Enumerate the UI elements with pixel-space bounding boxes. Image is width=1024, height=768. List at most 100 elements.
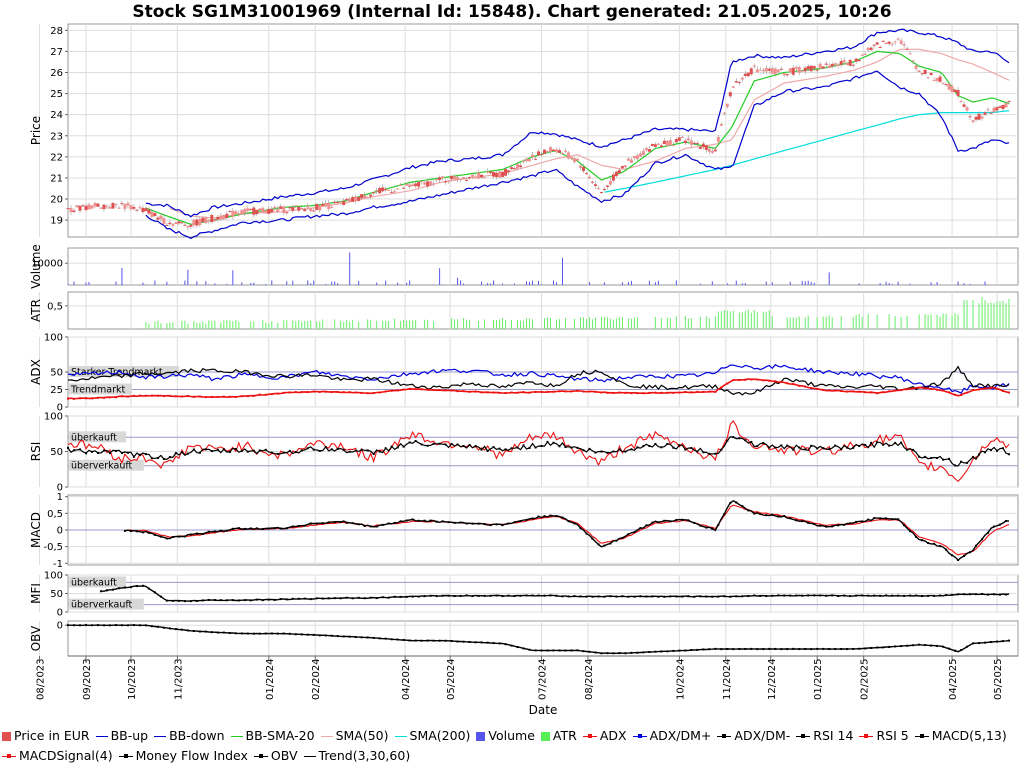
adx-line-marker [486, 391, 489, 394]
mfi-line-marker [987, 593, 990, 596]
adx-line-marker [288, 391, 291, 394]
macd-line-marker [231, 527, 234, 530]
price-candle [351, 197, 355, 202]
adx-line-marker [96, 396, 99, 399]
mfi-line-marker [519, 594, 522, 597]
adx-line-marker [312, 390, 315, 393]
price-candle [653, 144, 657, 147]
macd-line-markers [123, 501, 1008, 562]
price-candle [147, 209, 151, 214]
rsi14-line-marker [972, 455, 975, 458]
rsi14-line-marker [120, 452, 123, 455]
legend-swatch [540, 732, 550, 741]
obv-line-marker [948, 647, 951, 650]
legend-item: BB-SMA-20 [230, 726, 315, 746]
price-candle [411, 184, 415, 187]
mfi-line-marker [393, 595, 396, 598]
obv-line-marker [984, 641, 987, 644]
adx-line-marker [294, 391, 297, 394]
price-candle [908, 53, 912, 55]
adx-line-marker [444, 389, 447, 392]
rsi14-line-marker [306, 447, 309, 450]
rsi14-line-marker [342, 448, 345, 451]
adx-line-marker [714, 390, 717, 393]
price-candle [716, 137, 720, 142]
price-candle [372, 192, 376, 194]
mfi-line-marker [465, 594, 468, 597]
macd-line-marker [885, 517, 888, 520]
macd-line-marker [567, 520, 570, 523]
price-candle [273, 206, 277, 209]
adx-line-marker [426, 388, 429, 391]
price-candle [69, 208, 73, 213]
price-candle [590, 181, 594, 183]
adx-line-markers [67, 378, 1011, 400]
mfi-line-marker [801, 594, 804, 597]
chart-legend: Price in EUR BB-up BB-down BB-SMA-20 SMA(50)… [2, 726, 1020, 766]
price-candle [701, 143, 705, 148]
mfi-line-marker [675, 595, 678, 598]
price-candle [680, 136, 684, 138]
legend-item: BB-down [154, 726, 225, 746]
rsi14-line-marker [546, 440, 549, 443]
rsi-ylabel: RSI [29, 442, 43, 462]
price-candle [522, 160, 526, 162]
mfi-line-marker [489, 594, 492, 597]
price-candle [824, 63, 828, 65]
mfi-line-marker [483, 594, 486, 597]
price-candle [665, 140, 669, 146]
price-candle [635, 155, 639, 160]
price-candle [734, 81, 738, 83]
mfi-line-marker [927, 594, 930, 597]
macd-line-marker [249, 527, 252, 530]
price-candle [366, 196, 370, 198]
price-candle [575, 158, 579, 161]
rsi14-line-marker [144, 453, 147, 456]
macd-line-marker [723, 513, 726, 516]
price-candle [78, 205, 82, 211]
obv-line-marker [714, 647, 717, 650]
adx-ref-label-bg [69, 366, 180, 377]
legend-marker [864, 734, 869, 738]
adx-line-marker [348, 391, 351, 394]
rsi14-line-marker [420, 443, 423, 446]
x-tick-label: 02/2024 [311, 658, 322, 700]
price-candle [944, 84, 948, 86]
obv-line-marker [996, 640, 999, 643]
macd-line-marker [141, 531, 144, 534]
obv-line-marker [348, 635, 351, 638]
price-candle [758, 69, 762, 71]
price-candle [791, 67, 795, 75]
legend-item: RSI 14 [796, 726, 853, 746]
price-candle [108, 207, 112, 209]
legend-marker [587, 734, 592, 738]
mfi-line-marker [501, 595, 504, 598]
obv-line-marker [672, 649, 675, 652]
adx-line-marker [408, 387, 411, 390]
rsi14-line-marker [150, 457, 153, 460]
price-candle [656, 143, 660, 145]
mfi-line-marker [213, 599, 216, 602]
adx-line-marker [150, 394, 153, 397]
mfi-line-marker [441, 594, 444, 597]
legend-swatch [632, 734, 647, 738]
obv-line-marker [78, 624, 81, 627]
obv-line-marker [120, 624, 123, 627]
adx-line-marker [960, 394, 963, 397]
rsi14-line-marker [744, 439, 747, 442]
macd-line-marker [903, 524, 906, 527]
mfi-line-marker [813, 594, 816, 597]
price-candle [471, 174, 475, 178]
price-candle [872, 44, 876, 46]
rsi14-line-marker [282, 451, 285, 454]
price-candle [357, 197, 361, 201]
rsi14-line-marker [942, 458, 945, 461]
macd-line-marker [345, 521, 348, 524]
obv-line-marker [864, 647, 867, 650]
mfi-line-marker [255, 598, 258, 601]
adx-line-marker [630, 392, 633, 395]
rsi14-line-marker [582, 449, 585, 452]
rsi14-line-marker [954, 464, 957, 467]
macd-line-marker [849, 522, 852, 525]
adx-line-marker [972, 389, 975, 392]
